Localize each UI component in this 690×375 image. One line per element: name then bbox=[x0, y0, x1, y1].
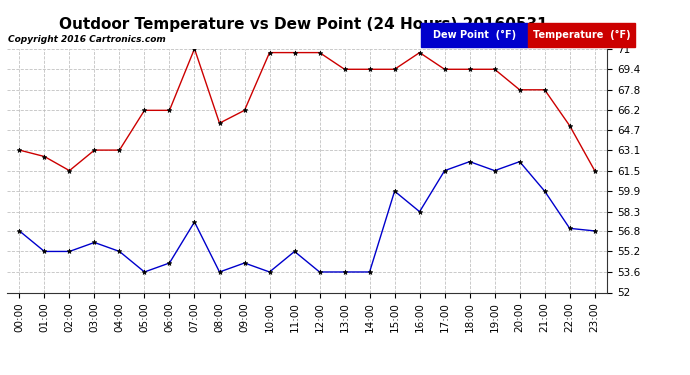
Text: Outdoor Temperature vs Dew Point (24 Hours) 20160531: Outdoor Temperature vs Dew Point (24 Hou… bbox=[59, 17, 548, 32]
Text: Copyright 2016 Cartronics.com: Copyright 2016 Cartronics.com bbox=[8, 35, 166, 44]
Text: Temperature  (°F): Temperature (°F) bbox=[533, 30, 630, 40]
Text: Dew Point  (°F): Dew Point (°F) bbox=[433, 30, 516, 40]
